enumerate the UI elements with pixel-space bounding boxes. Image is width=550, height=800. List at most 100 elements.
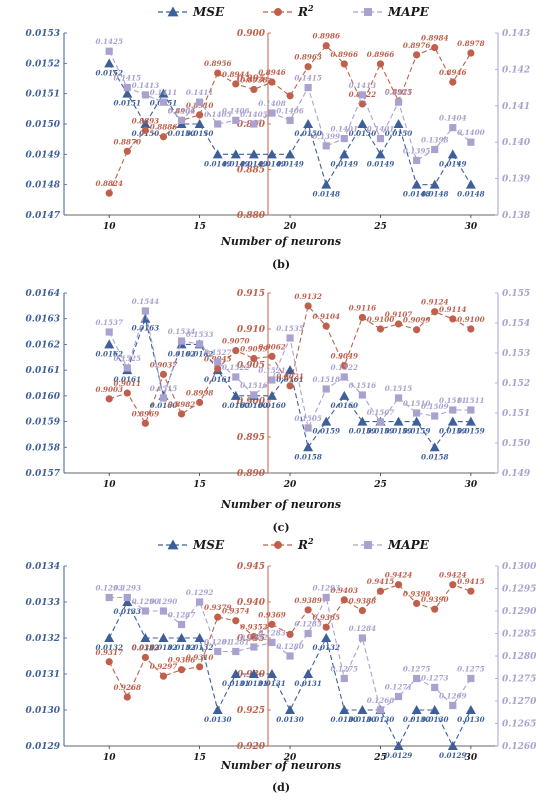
point-r2 bbox=[413, 51, 421, 59]
data-label-mse: 0.0130 bbox=[403, 715, 431, 724]
right-tick-label: 0.149 bbox=[502, 469, 531, 479]
data-label-r2: 0.8925 bbox=[385, 87, 413, 96]
data-label-r2: 0.9398 bbox=[403, 589, 431, 598]
data-label-r2: 0.9021 bbox=[276, 372, 304, 381]
data-label-mape: 0.1269 bbox=[439, 692, 467, 701]
data-label-r2: 0.8824 bbox=[95, 179, 123, 188]
point-r2 bbox=[250, 354, 258, 363]
x-tick-label: 25 bbox=[373, 222, 387, 232]
data-label-mse: 0.0130 bbox=[349, 715, 377, 724]
data-label-r2: 0.9062 bbox=[258, 342, 286, 351]
center-tick-label: 0.895 bbox=[237, 75, 265, 85]
point-r2 bbox=[214, 69, 222, 77]
data-label-r2: 0.9306 bbox=[168, 656, 196, 665]
point-mse bbox=[248, 149, 259, 159]
data-label-mape: 0.1405 bbox=[240, 110, 268, 119]
data-label-r2: 0.8986 bbox=[312, 32, 340, 41]
point-r2 bbox=[123, 389, 131, 397]
data-label-mape: 0.1510 bbox=[403, 399, 431, 408]
point-mape bbox=[376, 706, 385, 714]
point-mse bbox=[104, 633, 115, 642]
data-label-mse: 0.0130 bbox=[367, 715, 395, 724]
center-tick-label: 0.915 bbox=[237, 289, 265, 299]
data-label-mse: 0.0132 bbox=[150, 643, 178, 652]
point-mse bbox=[104, 339, 115, 349]
left-tick-label: 0.0134 bbox=[26, 562, 60, 572]
data-label-r2: 0.8984 bbox=[421, 34, 449, 43]
x-axis-title: Number of neurons bbox=[220, 498, 341, 511]
point-r2 bbox=[304, 606, 312, 614]
left-tick-label: 0.0161 bbox=[26, 366, 60, 376]
data-label-mape: 0.1285 bbox=[294, 620, 322, 629]
data-label-r2: 0.9323 bbox=[132, 643, 160, 652]
data-label-r2: 0.9379 bbox=[204, 603, 232, 612]
data-label-r2: 0.9049 bbox=[331, 352, 359, 361]
data-label-r2: 0.9390 bbox=[421, 595, 449, 604]
data-label-mape: 0.1283 bbox=[258, 629, 286, 638]
point-mape bbox=[250, 643, 258, 651]
point-r2 bbox=[304, 302, 312, 310]
point-r2 bbox=[196, 663, 204, 671]
data-label-mse: 0.0149 bbox=[331, 159, 359, 168]
point-mse bbox=[447, 741, 458, 750]
center-tick-label: 0.905 bbox=[237, 361, 265, 371]
data-label-mape: 0.1533 bbox=[186, 330, 214, 339]
data-label-mape: 0.1280 bbox=[276, 642, 304, 651]
data-label-mse: 0.0133 bbox=[114, 607, 142, 616]
data-label-mape: 0.1535 bbox=[276, 324, 304, 333]
right-tick-label: 0.152 bbox=[502, 379, 530, 389]
center-tick-label: 0.885 bbox=[237, 166, 265, 176]
data-label-mape: 0.1273 bbox=[421, 674, 449, 683]
point-mape bbox=[268, 109, 276, 117]
point-mse bbox=[339, 390, 350, 400]
data-label-mape: 0.1404 bbox=[439, 114, 467, 123]
point-mse bbox=[321, 416, 332, 426]
data-label-mse: 0.0132 bbox=[132, 643, 160, 652]
center-tick-label: 0.895 bbox=[237, 433, 265, 443]
right-tick-label: 0.143 bbox=[502, 29, 530, 39]
point-mse bbox=[248, 669, 259, 678]
point-r2 bbox=[232, 347, 240, 355]
point-mse bbox=[158, 88, 169, 98]
x-tick-label: 25 bbox=[373, 480, 387, 490]
data-label-r2: 0.8976 bbox=[403, 41, 431, 50]
point-r2 bbox=[250, 85, 258, 94]
data-label-mape: 0.1408 bbox=[258, 99, 286, 108]
data-label-mse: 0.0159 bbox=[367, 427, 395, 436]
data-label-r2: 0.9365 bbox=[312, 613, 340, 622]
data-label-r2: 0.9297 bbox=[150, 662, 178, 671]
point-mse bbox=[447, 149, 458, 159]
data-label-mse: 0.0148 bbox=[457, 190, 485, 199]
point-mse bbox=[393, 416, 404, 426]
left-tick-label: 0.0149 bbox=[26, 150, 61, 160]
point-r2 bbox=[286, 382, 294, 390]
data-label-mse: 0.0148 bbox=[421, 190, 449, 199]
data-label-mape: 0.1281 bbox=[222, 638, 250, 647]
point-mape bbox=[376, 134, 385, 143]
point-mape bbox=[141, 91, 149, 99]
panel-label: (b) bbox=[272, 258, 290, 271]
data-label-mape: 0.1401 bbox=[367, 125, 395, 134]
point-mape bbox=[322, 593, 330, 602]
point-mape bbox=[232, 116, 240, 124]
data-label-mape: 0.1406 bbox=[168, 106, 196, 115]
point-r2 bbox=[322, 322, 330, 330]
center-tick-label: 0.900 bbox=[237, 397, 266, 407]
left-tick-label: 0.0159 bbox=[26, 418, 61, 428]
point-r2 bbox=[376, 325, 385, 333]
point-r2 bbox=[268, 352, 276, 360]
point-mape bbox=[322, 385, 330, 393]
point-r2 bbox=[358, 607, 366, 615]
data-label-mse: 0.0132 bbox=[95, 643, 123, 652]
data-label-mape: 0.1505 bbox=[294, 414, 322, 423]
left-tick-label: 0.0151 bbox=[26, 90, 60, 100]
right-tick-label: 0.140 bbox=[502, 138, 531, 148]
left-tick-label: 0.0132 bbox=[26, 634, 60, 644]
point-r2 bbox=[105, 189, 113, 197]
data-label-mape: 0.1516 bbox=[349, 381, 377, 390]
data-label-mape: 0.1415 bbox=[114, 74, 142, 83]
data-label-mape: 0.1411 bbox=[385, 88, 413, 97]
point-mse bbox=[176, 633, 187, 642]
x-tick-label: 30 bbox=[465, 222, 478, 232]
right-tick-label: 0.1300 bbox=[502, 562, 537, 572]
